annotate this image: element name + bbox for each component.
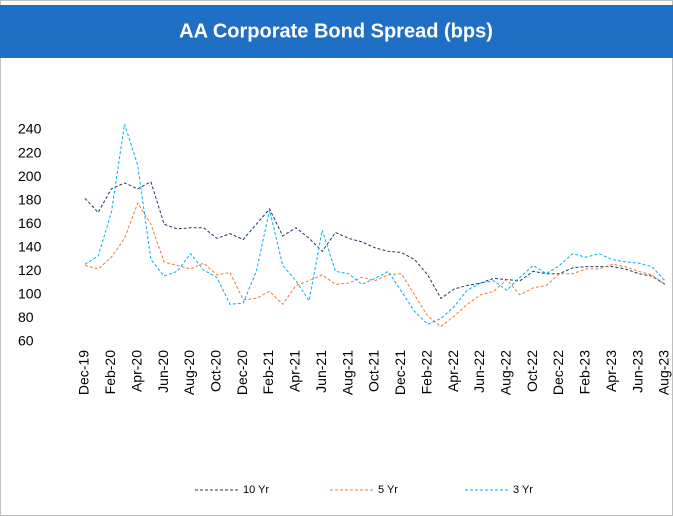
x-tick-label: Aug-21 (339, 350, 355, 395)
x-tick-label: Jun-21 (313, 350, 329, 393)
x-tick-label: Apr-22 (445, 350, 461, 392)
y-tick-label: 140 (18, 238, 42, 254)
x-tick-label: Jun-20 (155, 350, 171, 393)
y-tick-label: 220 (18, 144, 42, 160)
y-tick-label: 60 (18, 333, 34, 349)
x-tick-label: Oct-22 (524, 350, 540, 392)
x-tick-label: Oct-21 (366, 350, 382, 392)
x-tick-label: Aug-23 (656, 350, 672, 395)
x-tick-label: Aug-22 (498, 350, 514, 395)
series-line (84, 181, 666, 300)
x-tick-label: Apr-23 (603, 350, 619, 392)
series-line (84, 123, 666, 325)
legend-label: 3 Yr (513, 484, 533, 496)
x-tick-label: Oct-20 (208, 350, 224, 392)
x-tick-label: Feb-23 (577, 350, 593, 395)
x-tick-label: Feb-22 (418, 350, 434, 395)
x-tick-label: Apr-21 (287, 350, 303, 392)
y-tick-label: 200 (18, 168, 42, 184)
x-tick-label: Dec-19 (76, 350, 92, 395)
x-tick-label: Dec-20 (234, 350, 250, 395)
x-tick-label: Feb-21 (260, 350, 276, 395)
x-tick-label: Jun-23 (629, 350, 645, 393)
y-tick-label: 120 (18, 262, 42, 278)
legend-label: 10 Yr (243, 484, 269, 496)
y-tick-label: 180 (18, 191, 42, 207)
title-bar (0, 5, 673, 58)
y-tick-label: 160 (18, 215, 42, 231)
legend-label: 5 Yr (378, 484, 398, 496)
y-tick-label: 100 (18, 286, 42, 302)
x-tick-label: Apr-20 (128, 350, 144, 392)
x-tick-label: Dec-21 (392, 350, 408, 395)
y-tick-label: 240 (18, 121, 42, 137)
x-tick-label: Jun-22 (471, 350, 487, 393)
x-tick-label: Aug-20 (181, 350, 197, 395)
y-tick-label: 80 (18, 309, 34, 325)
x-tick-label: Feb-20 (102, 350, 118, 395)
x-tick-label: Dec-22 (550, 350, 566, 395)
series-line (84, 201, 666, 328)
chart-title: AA Corporate Bond Spread (bps) (179, 20, 493, 42)
